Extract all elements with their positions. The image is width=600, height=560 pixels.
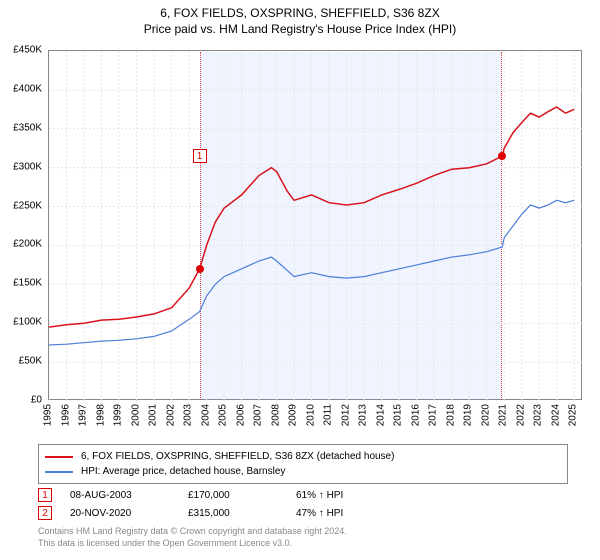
- event-row: 1 08-AUG-2003 £170,000 61% ↑ HPI: [38, 486, 568, 504]
- chart-subtitle: Price paid vs. HM Land Registry's House …: [0, 20, 600, 36]
- x-axis-label: 2013: [358, 404, 369, 426]
- sale-dot: [498, 152, 506, 160]
- y-axis-label: £450K: [0, 45, 42, 56]
- y-axis-label: £350K: [0, 122, 42, 133]
- x-axis-label: 2007: [253, 404, 264, 426]
- x-axis-label: 2015: [393, 404, 404, 426]
- x-axis-label: 2025: [568, 404, 579, 426]
- legend-swatch-hpi: [45, 471, 73, 473]
- x-axis-label: 2004: [200, 404, 211, 426]
- chart-title: 6, FOX FIELDS, OXSPRING, SHEFFIELD, S36 …: [0, 0, 600, 20]
- footer-line: This data is licensed under the Open Gov…: [38, 538, 568, 550]
- x-axis-label: 2000: [130, 404, 141, 426]
- x-axis-label: 1998: [95, 404, 106, 426]
- y-axis-label: £50K: [0, 356, 42, 367]
- x-axis-label: 2023: [533, 404, 544, 426]
- x-axis-label: 2019: [463, 404, 474, 426]
- x-axis-label: 2005: [218, 404, 229, 426]
- x-axis-label: 2017: [428, 404, 439, 426]
- line-series-svg: [49, 51, 583, 401]
- event-delta: 47% ↑ HPI: [296, 508, 343, 519]
- event-marker-icon: 2: [38, 506, 52, 520]
- x-axis-label: 2014: [375, 404, 386, 426]
- x-axis-label: 2022: [515, 404, 526, 426]
- x-axis-label: 2003: [183, 404, 194, 426]
- legend-row: HPI: Average price, detached house, Barn…: [45, 464, 561, 479]
- event-row: 2 20-NOV-2020 £315,000 47% ↑ HPI: [38, 504, 568, 522]
- x-axis-label: 2024: [550, 404, 561, 426]
- y-axis-label: £300K: [0, 161, 42, 172]
- legend-label-hpi: HPI: Average price, detached house, Barn…: [81, 466, 285, 477]
- footer-line: Contains HM Land Registry data © Crown c…: [38, 526, 568, 538]
- chart-area: 12 £0£50K£100K£150K£200K£250K£300K£350K£…: [48, 50, 582, 400]
- x-axis-label: 1996: [60, 404, 71, 426]
- legend-label-property: 6, FOX FIELDS, OXSPRING, SHEFFIELD, S36 …: [81, 451, 394, 462]
- legend: 6, FOX FIELDS, OXSPRING, SHEFFIELD, S36 …: [38, 444, 568, 484]
- event-delta: 61% ↑ HPI: [296, 490, 343, 501]
- x-axis-label: 1997: [78, 404, 89, 426]
- legend-row: 6, FOX FIELDS, OXSPRING, SHEFFIELD, S36 …: [45, 449, 561, 464]
- x-axis-label: 2021: [498, 404, 509, 426]
- event-marker-icon: 1: [38, 488, 52, 502]
- x-axis-label: 2020: [480, 404, 491, 426]
- x-axis-label: 2012: [340, 404, 351, 426]
- x-axis-label: 2018: [445, 404, 456, 426]
- x-axis-label: 1995: [43, 404, 54, 426]
- event-price: £170,000: [188, 490, 278, 501]
- x-axis-label: 1999: [113, 404, 124, 426]
- y-axis-label: £150K: [0, 278, 42, 289]
- x-axis-label: 2001: [148, 404, 159, 426]
- y-axis-label: £400K: [0, 83, 42, 94]
- events-table: 1 08-AUG-2003 £170,000 61% ↑ HPI 2 20-NO…: [38, 486, 568, 522]
- x-axis-label: 2016: [410, 404, 421, 426]
- y-axis-label: £100K: [0, 317, 42, 328]
- event-price: £315,000: [188, 508, 278, 519]
- x-axis-label: 2002: [165, 404, 176, 426]
- plot-area: 12: [48, 50, 582, 400]
- x-axis-label: 2011: [323, 404, 334, 426]
- footer: Contains HM Land Registry data © Crown c…: [38, 526, 568, 549]
- y-axis-label: £200K: [0, 239, 42, 250]
- x-axis-label: 2010: [305, 404, 316, 426]
- event-date: 20-NOV-2020: [70, 508, 170, 519]
- sale-dot: [196, 265, 204, 273]
- y-axis-label: £250K: [0, 200, 42, 211]
- event-date: 08-AUG-2003: [70, 490, 170, 501]
- legend-swatch-property: [45, 456, 73, 458]
- x-axis-label: 2008: [270, 404, 281, 426]
- x-axis-label: 2009: [288, 404, 299, 426]
- sale-marker-icon: 1: [193, 149, 207, 163]
- y-axis-label: £0: [0, 395, 42, 406]
- x-axis-label: 2006: [235, 404, 246, 426]
